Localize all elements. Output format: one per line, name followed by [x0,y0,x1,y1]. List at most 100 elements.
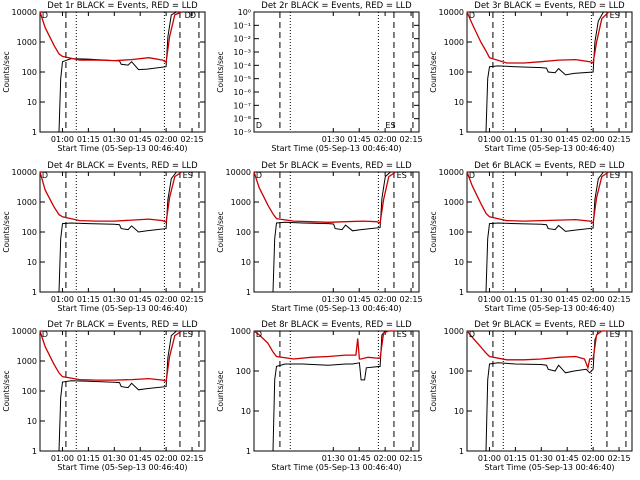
x-tick-label: 02:15 [181,135,204,144]
series-events-line [485,330,609,452]
y-tick-label: 10⁻¹ [233,21,251,30]
y-tick-label: 100 [236,367,251,376]
panel-title: Det 1r BLACK = Events, RED = LLD [47,1,198,11]
y-tick-label: 10⁰ [238,8,251,17]
panel-title: Det 2r BLACK = Events, RED = LLD [261,1,412,11]
series-lld-line [466,11,610,64]
y-tick-label: 10⁻² [233,35,251,44]
panel-det-7: Det 7r BLACK = Events, RED = LLD 01:00 01:… [2,320,206,472]
x-tick-label: 01:00 [478,295,501,304]
plot-frame [466,330,633,452]
x-tick-label: 02:00 [374,135,397,144]
x-tick-label: 01:15 [504,135,527,144]
series-events-line [58,330,182,452]
y-axis-label: Counts/sec [216,51,225,92]
event-marker-label: D [256,171,262,180]
y-tick-label: 1000 [231,327,251,336]
event-marker-label: ES [610,11,620,20]
x-tick-label: 01:15 [77,454,100,463]
x-tick-label: 01:30 [103,135,126,144]
event-marker-label: ES [183,330,193,339]
y-tick-label: 10⁻⁴ [233,61,251,70]
y-tick-label: 10000 [439,8,464,17]
panel-title: Det 5r BLACK = Events, RED = LLD [261,161,412,171]
series-lld-line [39,11,182,64]
y-tick-label: 1000 [17,198,37,207]
y-tick-label: 1 [32,288,37,297]
y-tick-label: 1000 [444,198,464,207]
panel-title: Det 7r BLACK = Events, RED = LLD [47,320,198,330]
y-axis-label: Counts/sec [216,211,225,252]
panel-det-6: Det 6r BLACK = Events, RED = LLD 01:00 01:… [429,161,633,313]
x-axis-label: Start Time (05-Sep-13 00:46:40) [57,463,187,472]
y-tick-label: 1000 [444,38,464,47]
series-events-line [58,171,182,293]
y-tick-label: 10000 [226,168,251,177]
x-tick-label: 01:30 [322,454,345,463]
y-tick-label: 10000 [439,168,464,177]
y-tick-label: 1 [246,447,251,456]
event-marker-label: D [469,11,475,20]
y-tick-label: 10 [241,407,251,416]
panel-det-2: Det 2r BLACK = Events, RED = LLD 01:30 01:… [216,1,423,153]
y-tick-label: 1 [459,128,464,137]
event-marker-label: D [256,121,262,130]
x-tick-label: 02:15 [608,295,631,304]
x-tick-label: 01:30 [530,295,553,304]
y-tick-label: 10 [454,258,464,267]
x-tick-label: 01:45 [348,454,371,463]
x-tick-label: 02:00 [155,295,178,304]
x-axis-label: Start Time (05-Sep-13 00:46:40) [484,144,614,153]
x-tick-label: 02:00 [582,135,605,144]
x-tick-label: 01:30 [322,295,345,304]
panel-title: Det 8r BLACK = Events, RED = LLD [261,320,412,330]
x-axis-label: Start Time (05-Sep-13 00:46:40) [484,304,614,313]
x-axis-label: Start Time (05-Sep-13 00:46:40) [484,463,614,472]
y-tick-label: 10 [27,98,37,107]
y-tick-label: 10⁻⁷ [233,101,251,110]
event-marker-label: ES [183,171,193,180]
y-tick-label: 10⁻³ [233,48,251,57]
series-lld-line [39,330,183,383]
y-tick-label: 10000 [12,168,37,177]
y-tick-label: 10000 [12,327,37,336]
x-axis-label: Start Time (05-Sep-13 00:46:40) [271,463,401,472]
y-tick-label: 100 [236,228,251,237]
x-tick-label: 01:30 [530,454,553,463]
series-lld-line [253,330,396,360]
series-events-line [272,171,396,293]
y-tick-label: 1000 [444,327,464,336]
plot-frame [253,330,420,452]
x-tick-label: 01:00 [51,135,74,144]
event-marker-label: D [42,330,48,339]
y-axis-label: Counts/sec [429,370,438,411]
event-marker-label: ES [385,121,395,130]
x-axis-label: Start Time (05-Sep-13 00:46:40) [57,304,187,313]
event-marker-label: D [256,330,262,339]
x-tick-label: 01:45 [556,295,579,304]
y-axis-label: Counts/sec [2,51,11,92]
y-tick-label: 10000 [12,8,37,17]
x-axis-label: Start Time (05-Sep-13 00:46:40) [57,144,187,153]
series-events-line [272,330,396,452]
x-tick-label: 02:15 [400,135,423,144]
y-tick-label: 10 [454,98,464,107]
y-axis-label: Counts/sec [429,211,438,252]
y-axis-label: Counts/sec [429,51,438,92]
y-tick-label: 100 [449,367,464,376]
y-tick-label: 1000 [231,198,251,207]
y-tick-label: 100 [22,228,37,237]
panel-title: Det 3r BLACK = Events, RED = LLD [474,1,625,11]
y-tick-label: 10⁻⁸ [233,115,251,124]
y-tick-label: 1000 [17,38,37,47]
x-tick-label: 01:00 [51,454,74,463]
x-tick-label: 02:15 [608,454,631,463]
x-tick-label: 02:15 [181,295,204,304]
y-tick-label: 10 [27,417,37,426]
panel-title: Det 6r BLACK = Events, RED = LLD [474,161,625,171]
event-marker-label: D [42,171,48,180]
